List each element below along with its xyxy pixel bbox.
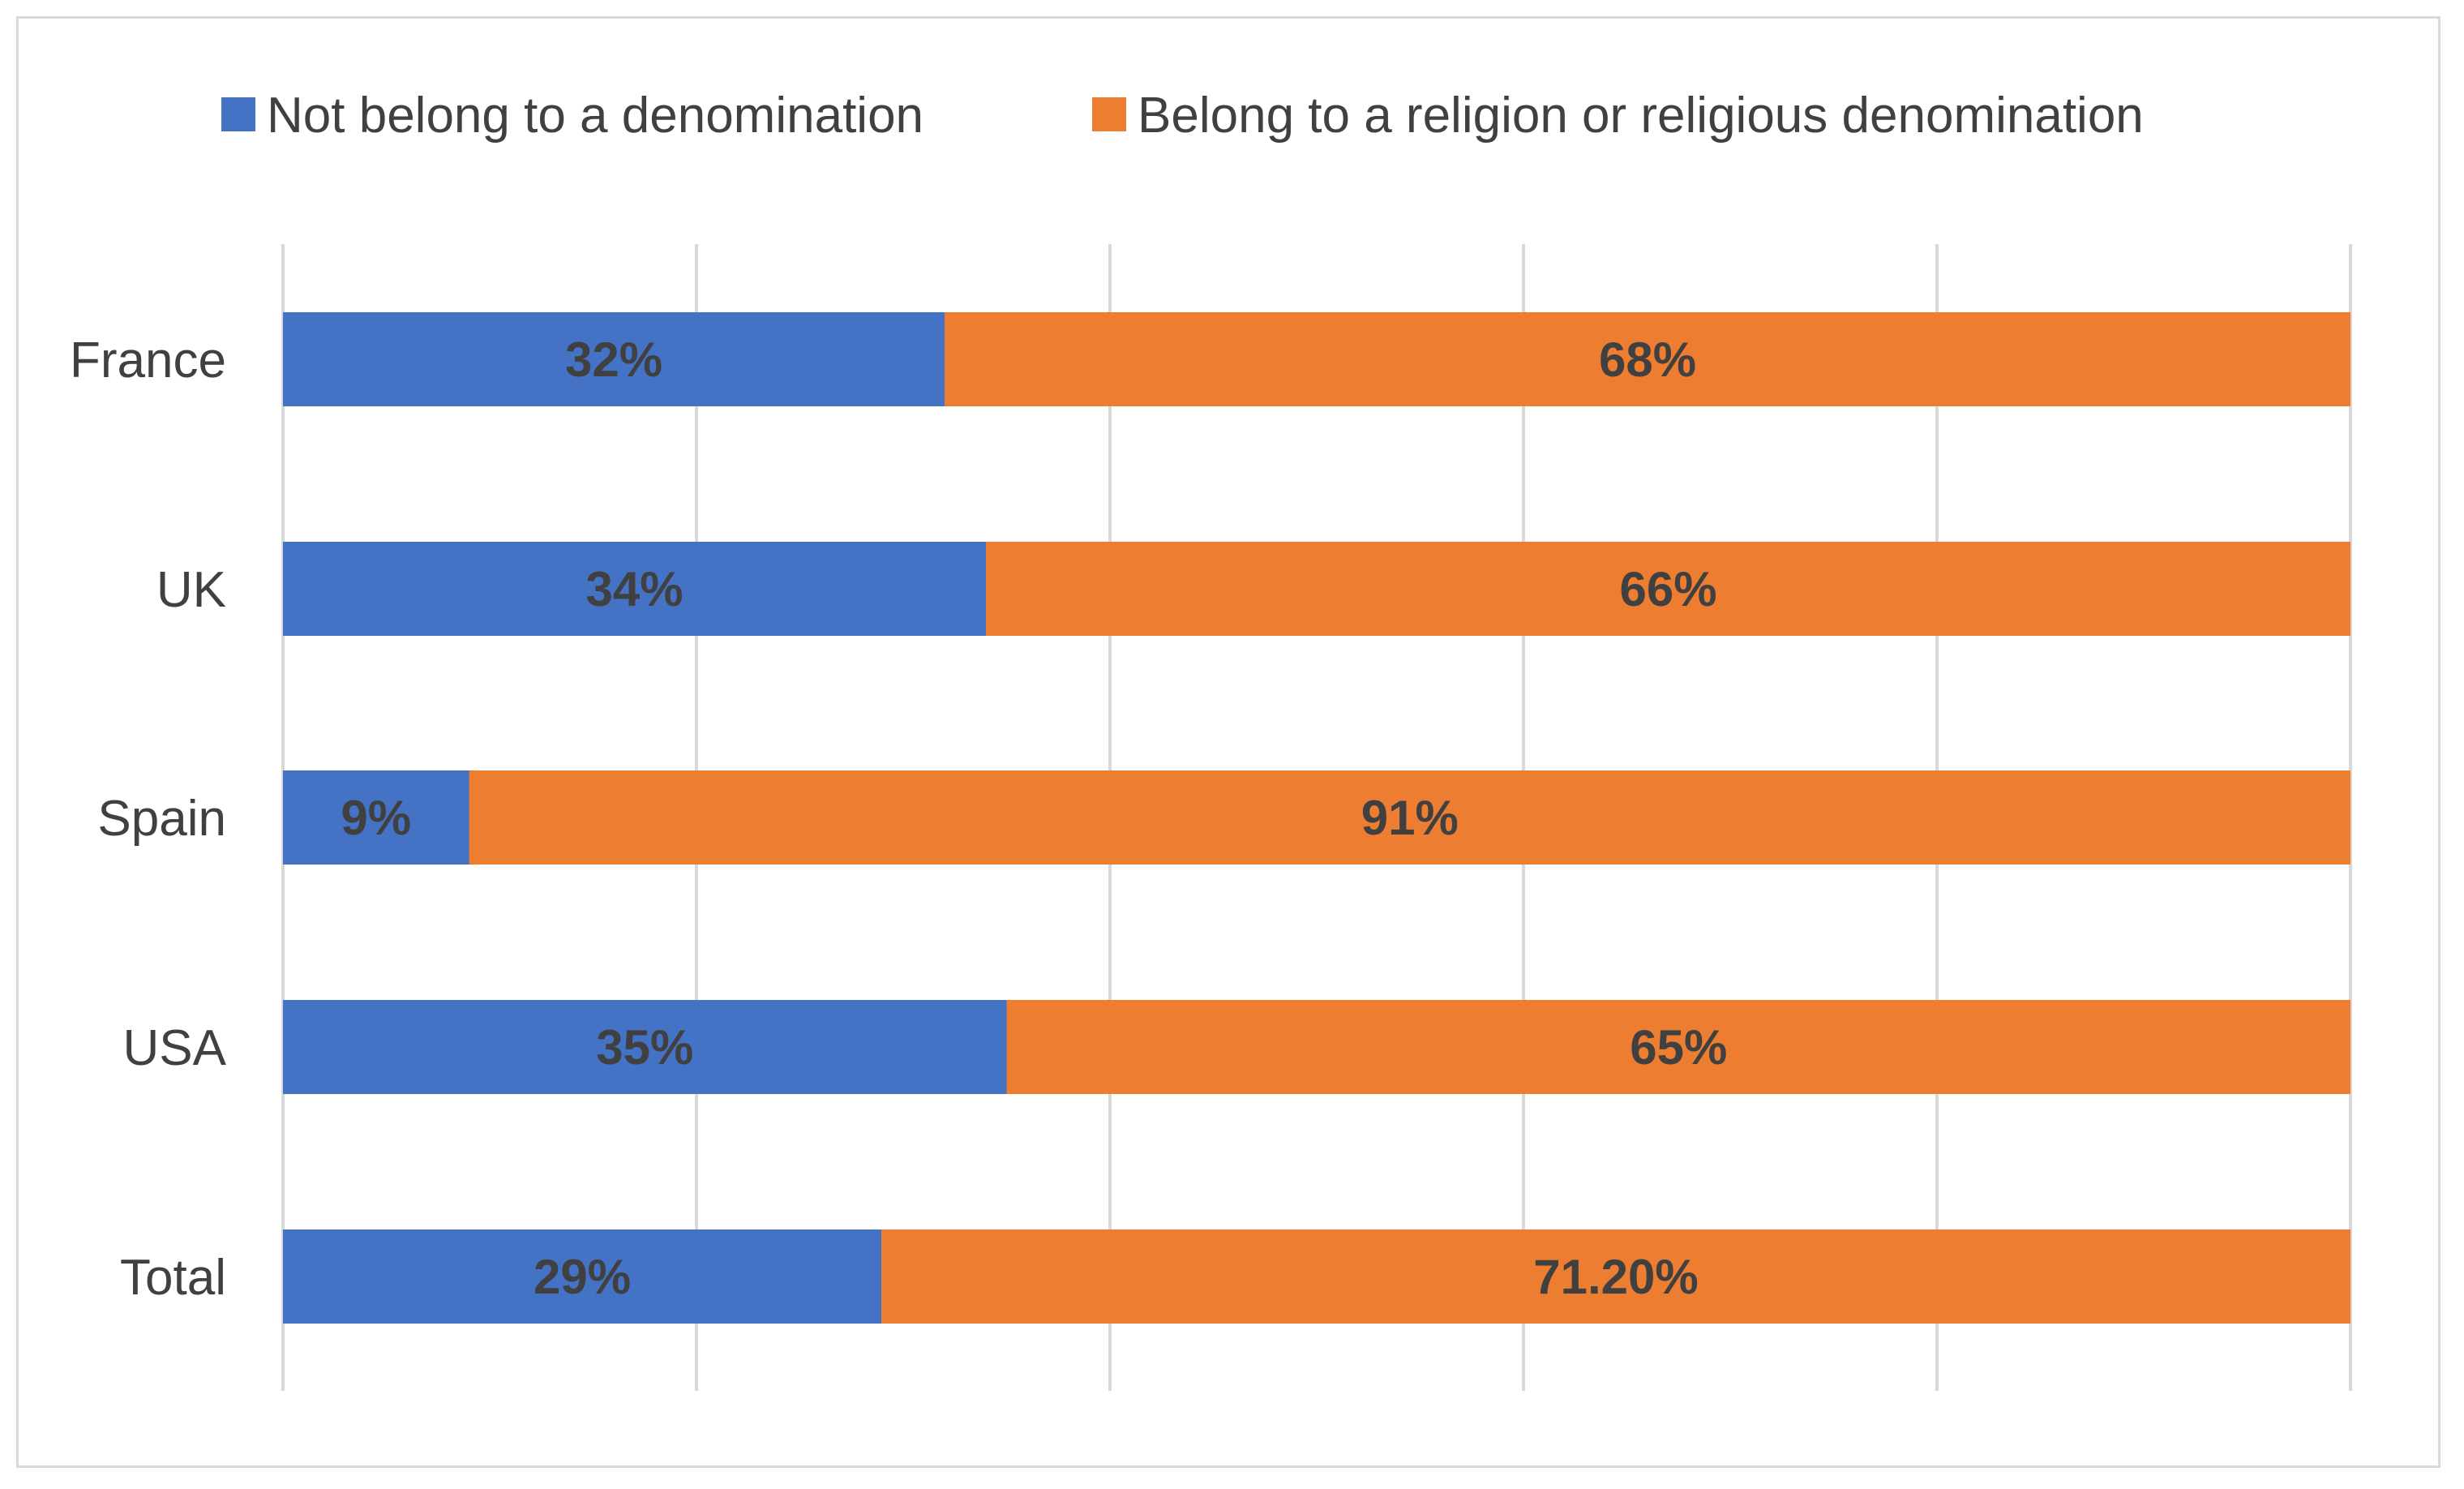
data-label-belong: 91% bbox=[1361, 791, 1459, 845]
bar-belong-usa bbox=[1006, 1000, 2350, 1094]
data-label-belong: 65% bbox=[1630, 1020, 1727, 1075]
data-label-belong: 68% bbox=[1599, 333, 1696, 387]
legend-swatch-not-belong bbox=[221, 97, 255, 131]
data-label-not-belong: 32% bbox=[565, 333, 662, 387]
legend-swatch-belong bbox=[1092, 97, 1126, 131]
bar-not-belong-total bbox=[283, 1229, 882, 1324]
data-label-not-belong: 9% bbox=[341, 791, 411, 845]
data-label-belong: 71.20% bbox=[1533, 1250, 1699, 1304]
bar-not-belong-usa bbox=[283, 1000, 1007, 1094]
data-label-not-belong: 34% bbox=[585, 562, 683, 616]
bars: 32% 68% 34% 66% 9% 91% 35% 65% 29% 71.20% bbox=[283, 312, 2350, 1324]
data-label-not-belong: 35% bbox=[596, 1020, 693, 1075]
bar-not-belong-spain bbox=[283, 770, 469, 865]
category-labels: France UK Spain USA Total bbox=[70, 333, 227, 1306]
category-label-france: France bbox=[70, 333, 226, 388]
bar-belong-spain bbox=[469, 770, 2350, 865]
category-label-uk: UK bbox=[156, 562, 226, 618]
bar-belong-france bbox=[945, 312, 2350, 406]
legend-label-belong: Belong to a religion or religious denomi… bbox=[1138, 88, 2144, 144]
bar-belong-uk bbox=[986, 542, 2350, 636]
legend-label-not-belong: Not belong to a denomination bbox=[267, 88, 923, 144]
category-label-total: Total bbox=[120, 1250, 226, 1306]
chart-frame: 32% 68% 34% 66% 9% 91% 35% 65% 29% 71.20% France U… bbox=[16, 16, 2440, 1468]
bar-belong-total bbox=[881, 1229, 2350, 1324]
bar-not-belong-france bbox=[283, 312, 945, 406]
category-label-spain: Spain bbox=[97, 791, 226, 847]
legend: Not belong to a denomination Belong to a … bbox=[221, 88, 2144, 144]
category-label-usa: USA bbox=[123, 1020, 227, 1076]
chart: 32% 68% 34% 66% 9% 91% 35% 65% 29% 71.20% France U… bbox=[70, 88, 2352, 1391]
data-label-belong: 66% bbox=[1619, 562, 1716, 616]
bar-not-belong-uk bbox=[283, 542, 986, 636]
data-label-not-belong: 29% bbox=[534, 1250, 631, 1304]
